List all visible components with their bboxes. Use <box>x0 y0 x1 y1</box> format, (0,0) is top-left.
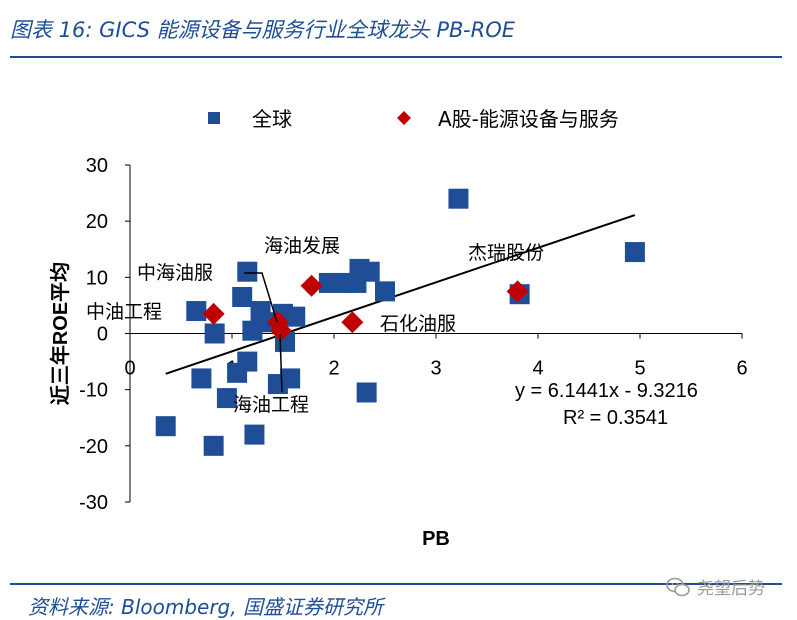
leader-line-haiyougongcheng <box>279 333 283 393</box>
footer-rule <box>10 583 782 585</box>
point-label: 海油发展 <box>264 235 340 257</box>
brand-watermark: 尧望后势 <box>665 574 765 599</box>
legend-swatch-global <box>208 112 220 124</box>
y-tick-label: 20 <box>86 211 108 233</box>
point-ashare <box>506 280 529 303</box>
point-ashare <box>269 319 292 342</box>
point-global <box>244 424 265 445</box>
point-label: 中海油服 <box>137 262 213 284</box>
x-tick-label: 0 <box>124 358 135 380</box>
point-global <box>203 435 224 456</box>
wechat-icon <box>666 577 690 596</box>
x-tick-label: 5 <box>634 358 645 380</box>
source-note: 资料来源: Bloomberg, 国盛证券研究所 <box>28 595 383 619</box>
y-tick-label: -20 <box>79 436 108 458</box>
point-global <box>448 188 469 209</box>
point-global <box>186 301 207 322</box>
legend-swatch-ashare <box>397 111 411 125</box>
leader-line-zhonghaiyoufu <box>244 272 278 323</box>
y-tick-label: -10 <box>79 380 108 402</box>
trendline <box>165 214 636 375</box>
legend-label-ashare: A股-能源设备与服务 <box>438 107 619 131</box>
x-axis-title: PB <box>422 528 450 550</box>
chart-title: 图表 16: GICS 能源设备与服务行业全球龙头 PB-ROE <box>10 18 516 42</box>
x-tick-label: 4 <box>532 358 543 380</box>
trendline-layer: y = 6.1441x - 9.3216 R² = 0.3541 <box>165 214 698 429</box>
point-global <box>232 286 253 307</box>
legend: 全球 A股-能源设备与服务 <box>208 107 619 131</box>
point-global <box>237 261 258 282</box>
point-ashare <box>202 302 225 325</box>
point-label: 海油工程 <box>233 394 309 416</box>
point-global <box>216 388 237 409</box>
point-ashare <box>300 274 323 297</box>
point-label: 杰瑞股份 <box>468 242 544 264</box>
x-tick-label: 3 <box>430 358 441 380</box>
point-label: 石化油服 <box>380 313 456 335</box>
y-axis-title: 近三年ROE平均 <box>48 262 72 405</box>
point-global <box>280 368 301 389</box>
title-rule <box>10 56 782 58</box>
trend-r2: R² = 0.3541 <box>563 407 668 429</box>
point-global <box>359 261 380 282</box>
points-layer <box>155 188 645 456</box>
y-tick-label: -30 <box>79 492 108 514</box>
point-label: 中油工程 <box>86 301 162 323</box>
brand-text: 尧望后势 <box>697 579 765 599</box>
point-global <box>204 323 225 344</box>
y-tick-label: 0 <box>97 324 108 346</box>
legend-label-global: 全球 <box>252 107 292 131</box>
y-tick-label: 10 <box>86 267 108 289</box>
x-tick-label: 2 <box>328 358 339 380</box>
point-global <box>242 320 263 341</box>
x-tick-label: 6 <box>736 358 747 380</box>
y-tick-label: 30 <box>86 155 108 177</box>
point-global <box>356 382 377 403</box>
point-global <box>191 368 212 389</box>
trend-equation: y = 6.1441x - 9.3216 <box>515 380 698 402</box>
point-ashare <box>341 311 364 334</box>
point-global <box>624 242 645 263</box>
point-global <box>155 416 176 437</box>
point-global <box>375 281 395 302</box>
point-global <box>285 306 306 327</box>
point-global <box>318 272 339 293</box>
point-global <box>237 351 258 372</box>
